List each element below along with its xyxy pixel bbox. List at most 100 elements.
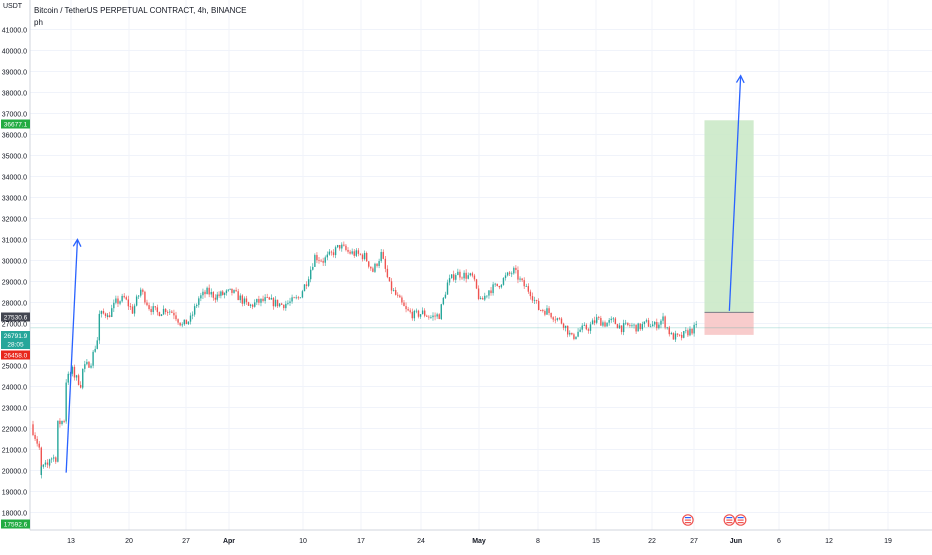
flag-stripe [726,522,733,524]
candle-down [372,268,374,272]
flag-stripe [684,517,691,519]
candle-up [181,324,183,326]
candle-down [676,333,679,335]
candle-up [324,257,326,263]
y-tick-label: 20000.0 [2,469,27,476]
candle-up [695,324,697,325]
x-tick-label: 24 [417,538,425,545]
y-tick-label: 39000.0 [2,70,27,77]
candle-down [388,277,391,282]
candle-up [645,320,648,322]
arrow-1-head [72,238,82,247]
candle-up [216,294,218,300]
candle-up [233,290,235,293]
x-tick-label: 10 [299,538,307,545]
candle-up [618,325,621,329]
y-tick-label: 33000.0 [2,196,27,203]
candle-up [479,298,482,299]
candle-down [411,311,413,319]
candle-down [131,306,134,314]
candle-up [513,267,515,274]
indicator-label[interactable]: ph [34,18,43,27]
candle-down [571,332,573,335]
candle-up [303,284,306,292]
candle-up [583,324,585,326]
flag-stripe [684,522,691,524]
candle-down [46,462,49,465]
candle-up [486,295,488,297]
candle-down [204,291,206,295]
candle-down [598,317,600,319]
candle-up [98,331,101,341]
candle-up [463,272,465,279]
candle-up [436,314,438,317]
candle-down [218,294,220,296]
candle-up [575,336,577,340]
profit-zone[interactable] [704,120,754,313]
candle-down [678,334,681,336]
candle-down [212,292,215,298]
candle-down [283,304,285,309]
candle-down [142,289,144,292]
candle-down [322,261,324,263]
candle-down [554,319,556,321]
candle-down [593,320,596,323]
y-tick-label: 19000.0 [2,490,27,497]
candle-up [670,333,673,335]
candle-down [407,309,409,311]
candle-down [117,298,119,304]
candle-up [351,251,353,254]
candle-down [251,304,254,307]
candle-up [569,332,571,335]
candle-down [359,253,362,255]
event-flag-icon[interactable] [734,514,747,526]
candle-down [349,251,351,254]
candle-down [40,450,42,475]
y-tick-label: 25000.0 [2,364,27,371]
candle-down [222,291,224,295]
candle-down [482,298,484,300]
candle-down [542,310,544,312]
candles [32,241,697,479]
candle-up [187,321,190,325]
candle-up [341,244,343,249]
loss-zone[interactable] [704,312,754,335]
y-tick-label: 32000.0 [2,217,27,224]
candle-down [384,258,387,269]
candle-down [156,307,159,313]
candle-down [409,310,411,312]
candle-up [189,315,192,322]
y-tick-label: 37000.0 [2,112,27,119]
candle-down [616,324,619,329]
candle-down [102,311,105,314]
candle-up [50,458,53,460]
candle-down [517,269,519,280]
y-tick-label: 41000.0 [2,28,27,35]
candle-down [531,296,534,301]
candle-up [502,278,505,285]
event-flag-icon[interactable] [682,514,694,526]
candle-down [125,297,127,300]
candle-down [179,322,181,326]
chart-header: Bitcoin / TetherUS PERPETUAL CONTRACT, 4… [34,6,434,32]
candle-down [353,251,355,256]
candle-up [42,464,45,467]
candle-down [424,310,426,316]
candle-up [254,302,256,307]
price-label-low [1,519,30,529]
candle-down [604,322,606,327]
symbol-title[interactable]: Bitcoin / TetherUS PERPETUAL CONTRACT, 4… [34,6,247,15]
candle-down [540,310,542,311]
candle-up [256,298,258,303]
candle-down [59,420,61,425]
event-flag-icon[interactable] [723,514,736,526]
candle-down [316,255,318,261]
arrow-2[interactable] [728,75,742,311]
arrow-1[interactable] [65,239,79,473]
candle-up [57,457,59,462]
candle-down [63,421,65,422]
candle-down [376,263,378,266]
candle-down [647,320,650,327]
